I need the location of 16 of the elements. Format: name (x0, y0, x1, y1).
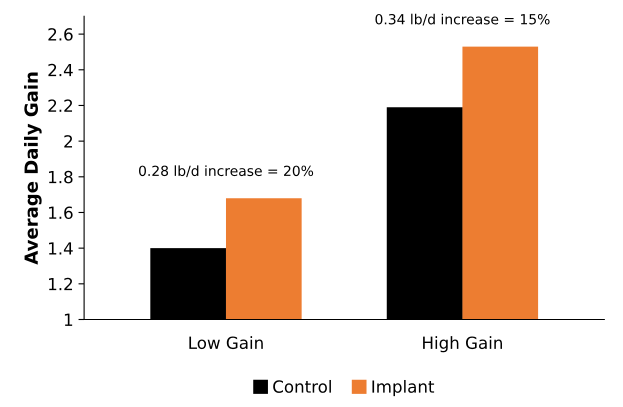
y-axis-title: Average Daily Gain (24, 72, 42, 265)
annotation: 0.28 lb/d increase = 20% (139, 165, 314, 178)
y-tick-label: 1.6 (49, 206, 73, 220)
y-tick-label: 2 (64, 135, 72, 148)
x-tick-label: Low Gain (189, 336, 263, 350)
y-tick-label: 2.2 (48, 99, 72, 112)
legend-label: Implant (372, 380, 434, 396)
y-tick-label: 1.8 (49, 170, 73, 184)
y-tick-label: 1 (64, 314, 72, 326)
y-tick-label: 2.4 (48, 64, 73, 76)
annotation: 0.34 lb/d increase = 15% (375, 14, 550, 26)
y-tick-label: 1.2 (49, 278, 72, 290)
y-tick-label: 1.4 (49, 242, 73, 254)
x-tick-label: High Gain (423, 336, 502, 352)
legend-label: Control (273, 380, 331, 393)
y-tick-label: 2.6 (48, 28, 73, 41)
